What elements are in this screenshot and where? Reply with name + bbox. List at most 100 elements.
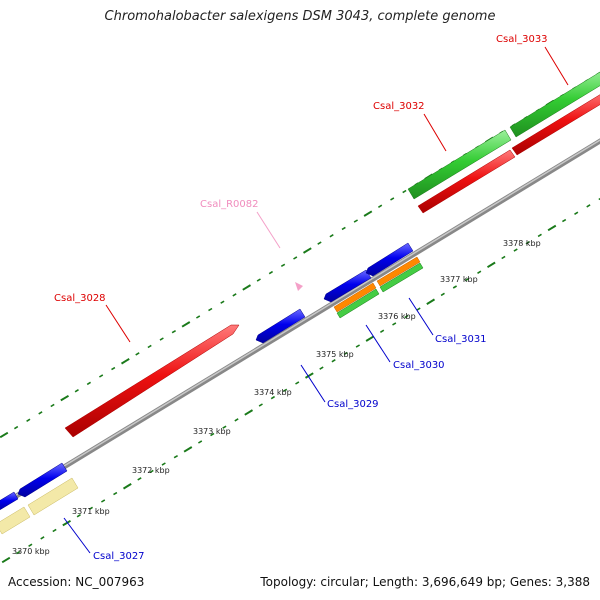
minor-tick — [416, 307, 421, 311]
minor-tick — [197, 440, 203, 444]
gene-label-csal-r0082[interactable]: Csal_R0082 — [200, 199, 259, 210]
minor-tick — [574, 211, 579, 215]
minor-tick — [149, 469, 154, 474]
feature-csal-r0082[interactable] — [295, 282, 303, 291]
minor-tick — [379, 329, 385, 333]
minor-tick — [28, 543, 33, 547]
major-tick — [302, 247, 312, 254]
genome-summary-text: Topology: circular; Length: 3,696,649 bp… — [260, 575, 590, 589]
minor-tick — [256, 278, 261, 282]
minor-tick — [98, 374, 104, 378]
minor-tick — [234, 418, 239, 422]
minor-tick — [477, 270, 482, 274]
callout-csal-3028 — [105, 304, 131, 343]
scale-label: 3376 kbp — [378, 312, 416, 321]
callout-csal-3033 — [544, 46, 569, 86]
callout-csal-3027 — [63, 517, 91, 554]
minor-tick — [208, 307, 213, 312]
callout-csal-3029 — [300, 364, 326, 403]
minor-tick — [74, 389, 79, 393]
minor-tick — [392, 322, 397, 326]
minor-tick — [38, 411, 43, 415]
gene-label-csal-3030[interactable]: Csal_3030 — [393, 360, 445, 371]
inner-tick-track — [1, 197, 600, 564]
minor-tick — [222, 425, 227, 429]
minor-tick — [452, 285, 458, 289]
minor-tick — [173, 455, 178, 459]
minor-tick — [40, 536, 45, 540]
minor-tick — [258, 403, 263, 407]
gene-label-csal-3029[interactable]: Csal_3029 — [327, 399, 379, 410]
minor-tick — [377, 204, 383, 208]
minor-tick — [343, 351, 348, 356]
minor-tick — [147, 344, 152, 349]
minor-tick — [402, 189, 407, 194]
scale-label: 3377 kbp — [440, 275, 478, 284]
minor-tick — [404, 314, 409, 319]
major-tick — [304, 372, 314, 379]
gene-label-csal-3033[interactable]: Csal_3033 — [496, 34, 548, 45]
minor-tick — [15, 550, 21, 555]
minor-tick — [537, 233, 542, 238]
major-tick — [486, 261, 496, 269]
minor-tick — [390, 197, 395, 201]
minor-tick — [26, 418, 31, 422]
major-tick — [365, 335, 375, 342]
minor-tick — [270, 395, 276, 400]
gene-label-csal-3028[interactable]: Csal_3028 — [54, 293, 106, 304]
major-tick — [62, 519, 72, 527]
minor-tick — [280, 263, 286, 267]
minor-tick — [195, 315, 201, 319]
minor-tick — [501, 255, 506, 260]
minor-tick — [137, 477, 142, 481]
scale-label: 3378 kbp — [503, 239, 541, 248]
minor-tick — [440, 292, 445, 297]
feature-csal-3030[interactable] — [323, 256, 421, 313]
minor-tick — [135, 352, 140, 356]
minor-tick — [317, 241, 322, 245]
major-tick — [120, 358, 130, 365]
minor-tick — [293, 256, 298, 260]
major-tick — [122, 483, 132, 490]
minor-tick — [598, 197, 600, 201]
minor-tick — [561, 218, 567, 223]
scale-label: 3370 kbp — [12, 547, 50, 556]
minor-tick — [353, 219, 359, 223]
minor-tick — [113, 491, 118, 496]
callout-csal-r0082 — [256, 211, 281, 249]
minor-tick — [159, 337, 164, 341]
minor-tick — [76, 514, 81, 518]
minor-tick — [88, 506, 94, 511]
minor-tick — [111, 366, 116, 371]
minor-tick — [210, 432, 215, 437]
major-tick — [60, 394, 70, 402]
minor-tick — [171, 330, 176, 334]
minor-tick — [13, 425, 19, 430]
feature-csal-3028[interactable] — [64, 324, 240, 438]
gene-label-csal-3031[interactable]: Csal_3031 — [435, 334, 487, 345]
minor-tick — [319, 366, 324, 370]
major-tick — [1, 556, 11, 564]
minor-tick — [52, 528, 57, 533]
scale-label: 3375 kbp — [316, 350, 354, 359]
feature-csal-3027[interactable] — [0, 462, 79, 535]
feature-csal-3033[interactable] — [407, 69, 600, 200]
minor-tick — [161, 462, 166, 466]
callout-csal-3032 — [423, 113, 447, 152]
major-tick — [426, 298, 436, 305]
gene-label-csal-3032[interactable]: Csal_3032 — [373, 101, 425, 112]
major-tick — [183, 446, 193, 453]
callout-csal-3031 — [408, 297, 434, 336]
minor-tick — [220, 300, 225, 304]
gene-label-csal-3027[interactable]: Csal_3027 — [93, 551, 145, 562]
minor-tick — [355, 344, 361, 348]
feature-csal-3032[interactable] — [417, 91, 600, 214]
feature-csal-3029[interactable] — [255, 308, 306, 344]
major-tick — [0, 431, 9, 439]
callout-csal-3030 — [365, 324, 391, 363]
feature-csal-3031[interactable] — [336, 242, 424, 319]
accession-text: Accession: NC_007963 — [8, 575, 145, 589]
minor-tick — [295, 381, 300, 385]
scale-label: 3374 kbp — [254, 388, 292, 397]
